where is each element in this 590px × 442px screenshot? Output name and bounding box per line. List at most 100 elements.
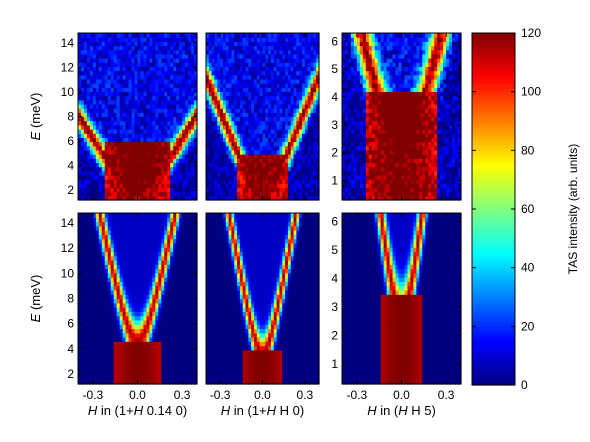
heatmap-cell [170, 183, 174, 189]
heatmap-cell [293, 83, 297, 88]
heatmap-cell [131, 99, 136, 105]
heatmap-cell [80, 277, 85, 283]
heatmap-cell [248, 95, 252, 101]
heatmap-cell [262, 170, 266, 176]
heatmap-cell [220, 187, 224, 193]
heatmap-cell [92, 74, 97, 80]
heatmap-cell [119, 45, 124, 51]
heatmap-cell [78, 247, 82, 253]
heatmap-cell [137, 116, 142, 122]
heatmap-cell [273, 166, 278, 172]
heatmap-cell [380, 53, 385, 59]
heatmap-cell [365, 191, 370, 197]
heatmap-cell [134, 129, 139, 134]
heatmap-cell [299, 78, 303, 84]
heatmap-cell [437, 124, 441, 130]
heatmap-cell [416, 141, 420, 147]
heatmap-cell [302, 166, 306, 172]
heatmap-cell [140, 70, 145, 76]
heatmap-cell [293, 149, 297, 155]
heatmap-cell [125, 158, 130, 164]
heatmap-cell [161, 179, 165, 184]
heatmap-cell [242, 33, 247, 38]
heatmap-cell [164, 33, 168, 38]
heatmap-cell [256, 49, 261, 55]
heatmap-cell [313, 87, 317, 93]
heatmap-cell [248, 103, 252, 109]
heatmap-cell [270, 103, 275, 109]
heatmap-cell [350, 91, 355, 97]
heatmap-cell [350, 145, 355, 151]
heatmap-cell [256, 33, 261, 38]
heatmap-cell [78, 362, 82, 368]
heatmap-cell [342, 108, 346, 113]
heatmap-cell [242, 62, 247, 67]
heatmap-cell [279, 53, 283, 59]
heatmap-cell [425, 37, 429, 42]
heatmap-cell [206, 174, 210, 180]
heatmap-cell [152, 191, 156, 197]
heatmap-cell [95, 53, 100, 59]
heatmap-cell [287, 137, 292, 143]
heatmap-cell [134, 74, 139, 80]
heatmap-cell [401, 166, 406, 172]
heatmap-cell [107, 183, 112, 189]
heatmap-cell [185, 49, 189, 55]
heatmap-cell [256, 141, 261, 147]
heatmap-cell [83, 268, 88, 274]
heatmap-cell [101, 87, 106, 93]
heatmap-cell [455, 120, 459, 126]
heatmap-cell [377, 66, 382, 72]
heatmap-cell [316, 183, 320, 189]
heatmap-cell [368, 162, 373, 168]
heatmap-cell [304, 145, 309, 151]
heatmap-cell [268, 62, 272, 67]
heatmap-cell [404, 108, 409, 113]
heatmap-cell [452, 129, 456, 134]
heatmap-cell [365, 183, 370, 189]
heatmap-cell [344, 141, 349, 147]
heatmap-cell [425, 41, 429, 47]
heatmap-cell [170, 187, 174, 193]
heatmap-cell [101, 174, 106, 180]
heatmap-cell [248, 83, 252, 88]
heatmap-cell [194, 158, 198, 164]
heatmap-cell [80, 289, 85, 295]
heatmap-cell [410, 33, 415, 38]
heatmap-cell [270, 108, 275, 113]
heatmap-cell [176, 141, 180, 147]
heatmap-cell [380, 33, 385, 38]
heatmap-cell [395, 174, 400, 180]
heatmap-cell [296, 141, 300, 147]
heatmap-cell [239, 116, 244, 122]
heatmap-cell [179, 74, 183, 80]
heatmap-cell [443, 133, 447, 138]
heatmap-cell [116, 179, 121, 184]
heatmap-cell [316, 162, 320, 168]
heatmap-cell [80, 319, 85, 325]
heatmap-cell [362, 112, 367, 118]
heatmap-cell [237, 78, 241, 84]
heatmap-cell [389, 129, 394, 134]
heatmap-cell [80, 62, 85, 67]
heatmap-cell [107, 141, 112, 147]
heatmap-cell [356, 74, 361, 80]
heatmap-cell [313, 129, 317, 134]
y-tick-label: 12 [61, 60, 75, 74]
heatmap-cell [80, 379, 85, 385]
heatmap-cell [389, 166, 394, 172]
heatmap-cell [425, 174, 429, 180]
heatmap-cell [86, 62, 91, 67]
heatmap-cell [80, 99, 85, 105]
heatmap-cell [347, 162, 352, 168]
heatmap-cell [452, 195, 456, 201]
heatmap-cell [431, 62, 435, 67]
heatmap-cell [140, 87, 145, 93]
heatmap-cell [78, 336, 82, 342]
heatmap-cell [107, 158, 112, 164]
heatmap-cell [220, 53, 224, 59]
heatmap-cell [428, 116, 432, 122]
heatmap-cell [377, 95, 382, 101]
heatmap-cell [434, 95, 438, 101]
heatmap-cell [419, 74, 423, 80]
